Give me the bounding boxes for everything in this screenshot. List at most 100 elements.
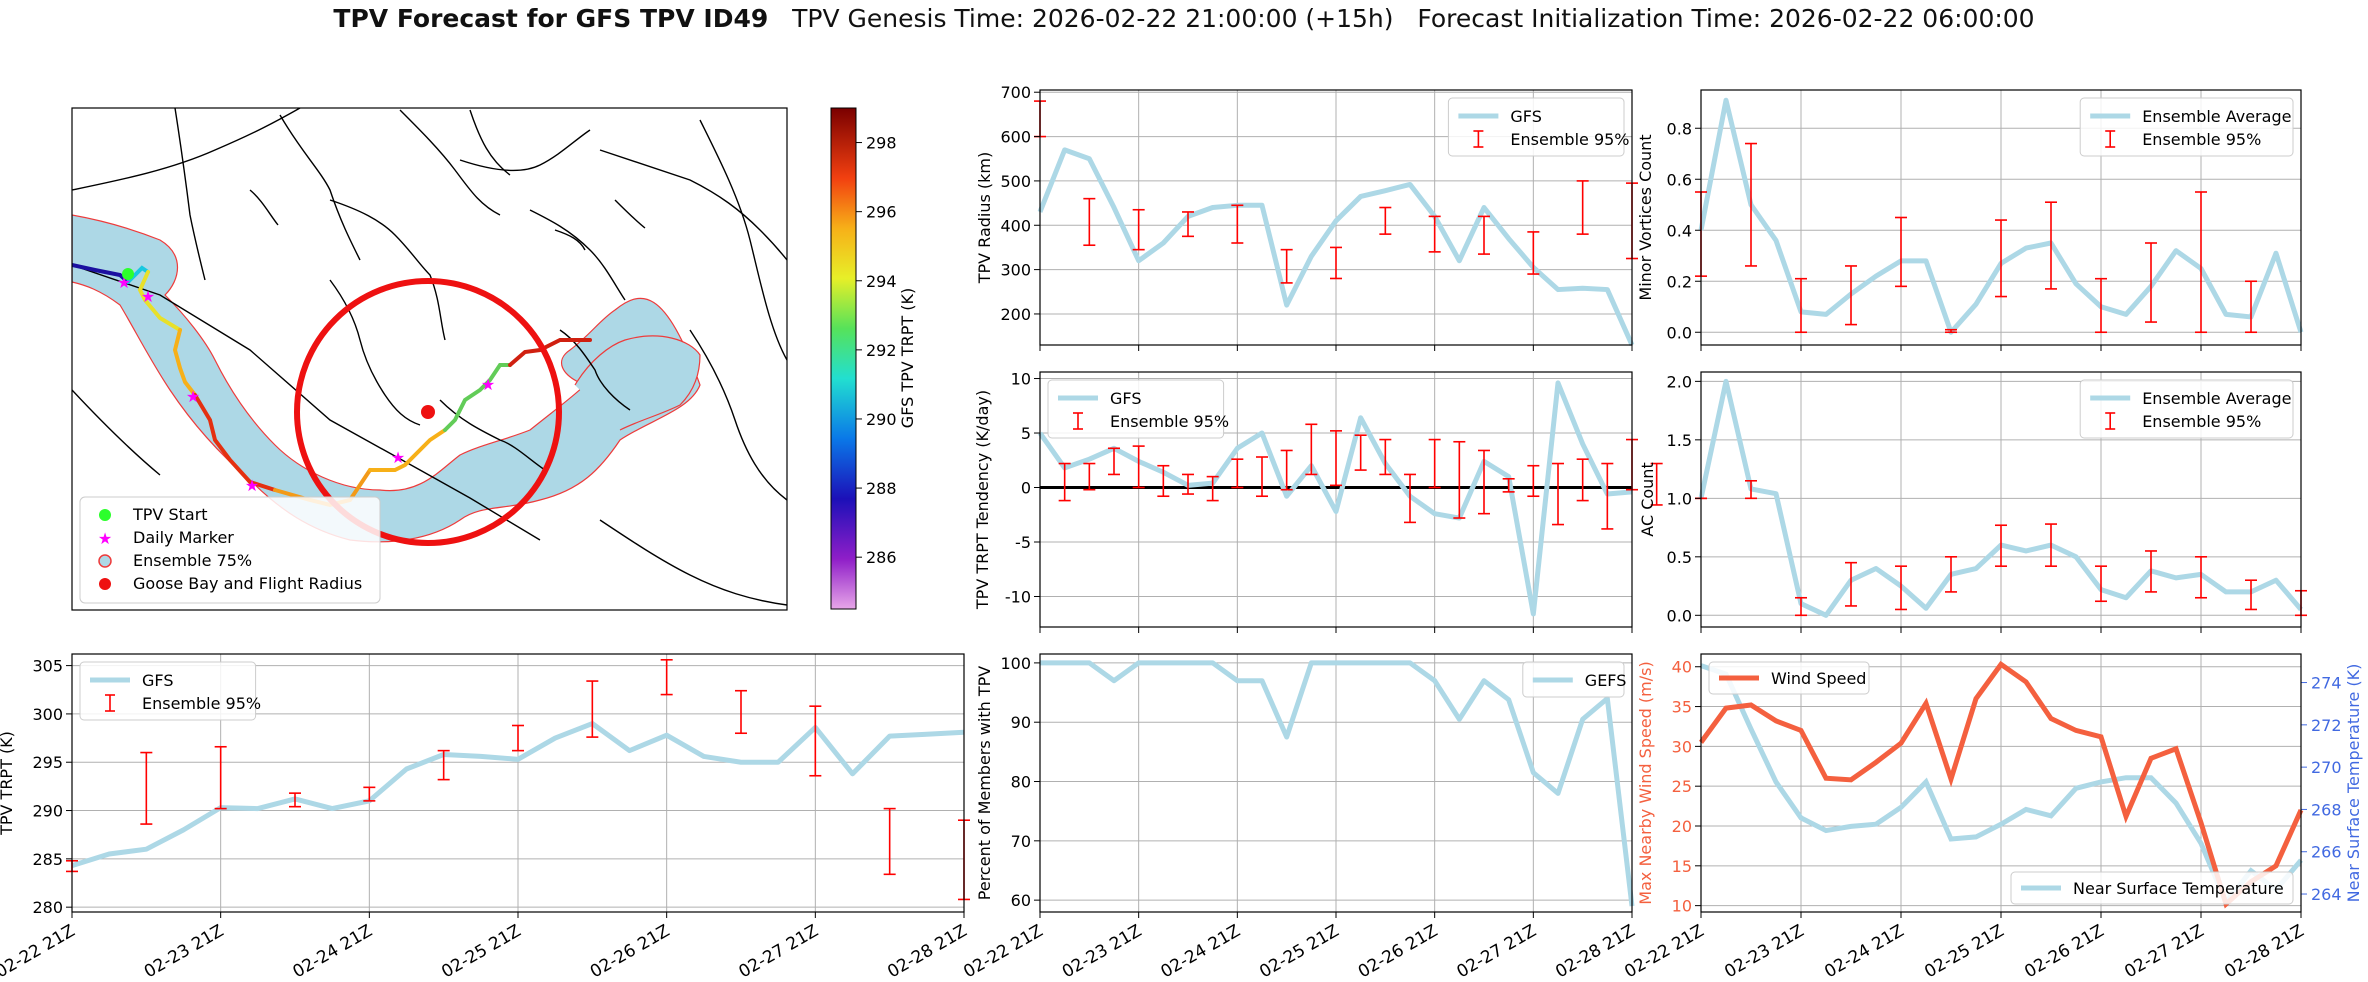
y-tick-label: 285 [32, 850, 63, 869]
y-tick-label: 0.0 [1667, 606, 1692, 625]
colorbar: 286 288 290 292 294 296 298 GFS TPV TRPT (K) [830, 107, 917, 610]
x-tick-label: 02-22 21Z [0, 921, 79, 982]
y2-tick-label: 266 [2311, 843, 2342, 862]
ensemble-95-bar [1995, 524, 2007, 567]
x-tick-label: 02-26 21Z [1355, 921, 1441, 982]
colorbar-tick-label: 292 [866, 341, 897, 360]
ensemble-95-bar [2095, 277, 2107, 334]
x-tick-label: 02-26 21Z [587, 921, 673, 982]
ensemble-95-bar [1280, 248, 1293, 284]
x-tick-label: 02-23 21Z [1059, 921, 1145, 982]
map-panel: ★ ★ ★ ★ ★ ★ TPV Start ★ Daily Marker Ens… [71, 107, 917, 611]
y2-tick-label: 274 [2311, 674, 2342, 693]
flight-radius-circle [294, 278, 562, 546]
ensemble-95-bar [1576, 458, 1589, 502]
ensemble-95-bar [1354, 434, 1367, 471]
ensemble-95-bar [883, 807, 896, 876]
ensemble-95-bar [1379, 438, 1392, 476]
daily-marker: ★ [481, 375, 495, 394]
y-tick-label: 290 [32, 802, 63, 821]
goose-bay-point [421, 405, 435, 419]
ensemble-95-bar [289, 792, 301, 808]
x-tick-label: 02-28 21Z [884, 921, 970, 982]
y2-tick-label: 272 [2311, 716, 2342, 735]
ensemble-95-bar [1845, 561, 1857, 607]
ensemble-95-bar [1428, 438, 1441, 489]
legend-ac: Ensemble Average Ensemble 95% [2079, 379, 2294, 439]
y-tick-label: 35 [1672, 698, 1692, 717]
legend-daily-icon: ★ [98, 529, 112, 548]
x-tick-label: 02-24 21Z [1158, 921, 1244, 982]
ensemble-95-bar [809, 705, 822, 777]
colorbar-tick-label: 296 [866, 203, 897, 222]
ensemble-95-bar [2195, 191, 2207, 334]
ensemble-95-bar [1650, 462, 1663, 506]
ensemble-95-bar [1453, 440, 1466, 519]
x-tick-label: 02-27 21Z [1454, 921, 1540, 982]
ensemble-95-bar [1895, 216, 1907, 288]
legend-label: Ensemble 95% [2142, 412, 2261, 431]
ensemble-95-bar [1379, 206, 1392, 235]
ensemble-95-bar [363, 786, 376, 802]
y2-axis-label: Near Surface Temperature (K) [2344, 664, 2363, 903]
ensemble-95-bar [2245, 579, 2257, 611]
legend-tendency: GFS Ensemble 95% [1047, 379, 1229, 439]
ensemble-95-bar [2245, 280, 2257, 334]
y-axis-label: Percent of Members with TPV [975, 666, 994, 900]
ensemble-95-bar [1280, 449, 1293, 491]
map-legend: TPV Start ★ Daily Marker Ensemble 75% Go… [79, 496, 381, 604]
legend-minor: Ensemble Average Ensemble 95% [2079, 97, 2294, 157]
legend-box [2079, 97, 2294, 157]
ensemble-95-bar [2145, 242, 2157, 323]
y-tick-label: 25 [1672, 777, 1692, 796]
ensemble-95-bar [1945, 556, 1957, 593]
legend-label: Wind Speed [1771, 669, 1866, 688]
x-tick-label: 02-25 21Z [1256, 921, 1342, 982]
y-tick-label: 90 [1011, 713, 1031, 732]
chart-radius: 200 300 400 500 600 700 TPV Radius (km) GFS Ense… [975, 83, 1638, 351]
ensemble-95-bar [1132, 208, 1145, 251]
y2-tick-label: 264 [2311, 885, 2342, 904]
ensemble-95-bar [1231, 204, 1244, 244]
legend-goose-icon [99, 578, 111, 590]
ensemble-95-bar [1527, 464, 1540, 498]
ensemble-95-bar [2045, 201, 2057, 290]
ensemble-95-bar [1478, 215, 1490, 255]
ensemble-95-bar [1527, 231, 1540, 275]
y-tick-label: 100 [1000, 654, 1031, 673]
y-tick-label: 200 [1000, 305, 1031, 324]
legend-radius: GFS Ensemble 95% [1447, 97, 1630, 157]
y-tick-label: 0 [1021, 479, 1031, 498]
legend-percent: GEFS [1522, 661, 1626, 698]
title-bold: TPV Forecast for GFS TPV ID49 [333, 4, 769, 33]
y-tick-label: 295 [32, 753, 63, 772]
coastlines [72, 108, 787, 606]
ensemble-95-bar [1745, 142, 1757, 267]
ensemble-95-bar [1330, 246, 1342, 280]
y-axis-label: TPV TRPT (K) [0, 731, 16, 836]
daily-marker: ★ [245, 476, 259, 495]
daily-marker: ★ [186, 387, 200, 406]
legend-start-icon [99, 509, 111, 521]
y-tick-label: 10 [1011, 370, 1031, 389]
legend-box [79, 661, 257, 721]
daily-marker: ★ [391, 448, 405, 467]
ensemble-95-bar [1231, 458, 1244, 489]
ensemble-95-bar [2145, 550, 2157, 593]
y-axis-label: TPV TRPT Tendency (K/day) [973, 390, 992, 610]
y-tick-label: 20 [1672, 817, 1692, 836]
title-genesis: TPV Genesis Time: 2026-02-22 21:00:00 (+… [792, 4, 1394, 33]
y-tick-label: 0.8 [1667, 119, 1692, 138]
x-tick-label: 02-23 21Z [141, 921, 227, 982]
chart-trpt: 280 285 290 295 300 305 TPV TRPT (K) 02-22 21Z 0… [0, 653, 971, 982]
ensemble-95-bar [1845, 265, 1857, 326]
y-tick-label: 2.0 [1667, 372, 1692, 391]
colorbar-tick-label: 288 [866, 479, 897, 498]
y-tick-label: 300 [1000, 261, 1031, 280]
ensemble-95-bar [1502, 477, 1515, 493]
ensemble-95-bar [437, 749, 450, 781]
ensemble-95-bar [660, 658, 673, 696]
ensemble-95-bar [1108, 447, 1120, 476]
